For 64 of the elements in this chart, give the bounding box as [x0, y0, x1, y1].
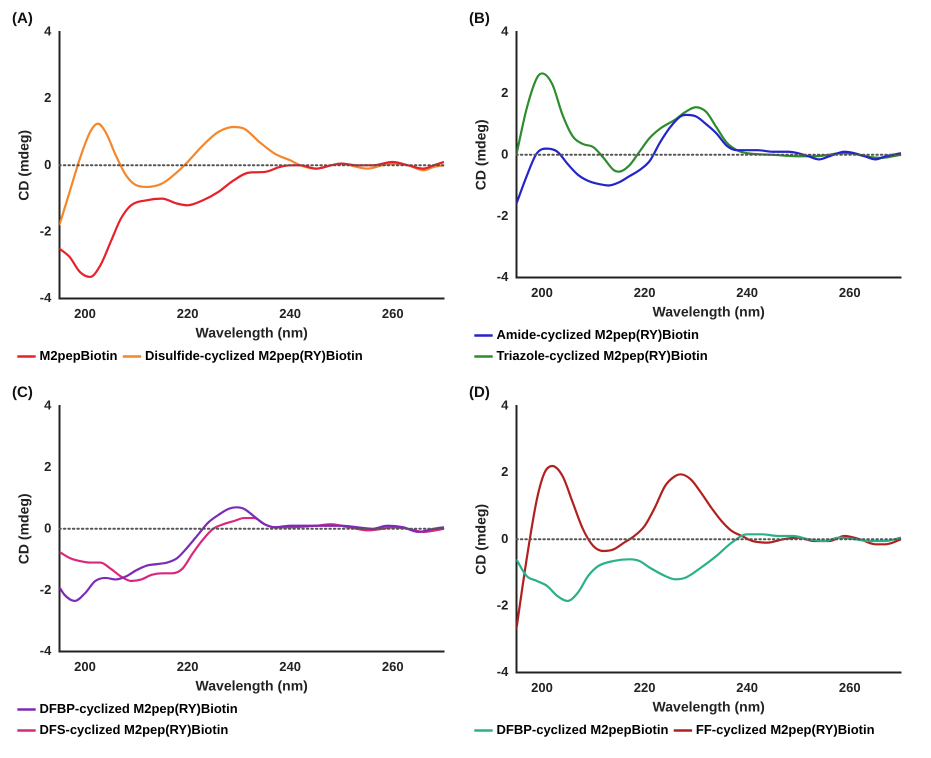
x-tick-label: 260	[382, 306, 404, 321]
legend-label: M2pepBiotin	[40, 348, 118, 364]
y-tick-label: 4	[44, 24, 52, 39]
y-tick-label: 2	[501, 464, 508, 480]
x-axis-title: Wavelength (nm)	[652, 698, 765, 714]
line-series	[516, 72, 901, 173]
y-tick-label: 0	[44, 520, 52, 536]
legend-label: Disulfide-cyclized M2pep(RY)Biotin	[144, 348, 363, 364]
legend-label: Triazole-cyclized M2pep(RY)Biotin	[496, 348, 708, 364]
line-series	[59, 506, 444, 602]
x-axis-title: Wavelength (nm)	[652, 303, 765, 320]
x-tick-label: 260	[382, 658, 404, 674]
x-tick-label: 200	[531, 284, 553, 300]
y-axis-title: CD (mdeg)	[15, 130, 32, 201]
y-tick-label: -2	[40, 582, 52, 597]
x-tick-label: 260	[838, 284, 861, 300]
y-tick-label: -4	[40, 643, 52, 658]
line-series	[516, 533, 901, 602]
line-series	[59, 122, 444, 226]
chart-title: (D)	[469, 384, 490, 402]
x-axis-title: Wavelength (nm)	[196, 324, 308, 340]
chart-title: (A)	[12, 10, 33, 28]
legend-label: Amide-cyclized M2pep(RY)Biotin	[496, 327, 700, 342]
y-tick-label: 0	[501, 530, 508, 546]
y-tick-label: -4	[496, 269, 510, 284]
x-tick-label: 220	[176, 306, 198, 321]
y-axis-title: CD (mdeg)	[15, 493, 32, 564]
legend-label: FF-cyclized M2pep(RY)Biotin	[696, 722, 875, 738]
y-tick-label: 4	[501, 24, 510, 39]
y-tick-label: -2	[496, 598, 508, 613]
x-axis-title: Wavelength (nm)	[196, 677, 308, 694]
line-series	[516, 464, 901, 630]
line-series	[59, 160, 444, 278]
y-tick-label: 0	[44, 156, 52, 172]
y-tick-label: 4	[501, 398, 510, 413]
x-tick-label: 240	[736, 680, 758, 695]
x-tick-label: 220	[176, 658, 198, 674]
legend-label: DFBP-cyclized M2pep(RY)Biotin	[40, 701, 238, 716]
y-tick-label: -2	[496, 208, 508, 223]
x-tick-label: 240	[279, 658, 301, 674]
y-tick-label: 2	[44, 90, 52, 106]
y-tick-label: 4	[44, 398, 52, 413]
x-tick-label: 220	[634, 680, 656, 695]
y-axis-title: CD (mdeg)	[472, 504, 488, 575]
legend-label: DFBP-cyclized M2pepBiotin	[496, 722, 668, 738]
y-tick-label: -2	[40, 224, 52, 239]
x-tick-label: 220	[634, 284, 656, 300]
chart-title: (B)	[469, 10, 490, 28]
y-axis-title: CD (mdeg)	[472, 119, 488, 190]
legend-label: DFS-cyclized M2pep(RY)Biotin	[40, 722, 228, 738]
line-series	[59, 516, 444, 582]
y-tick-label: 2	[501, 84, 508, 100]
line-series	[516, 114, 901, 206]
y-tick-label: -4	[40, 290, 52, 306]
x-tick-label: 260	[838, 680, 861, 695]
x-tick-label: 200	[74, 658, 96, 674]
x-tick-label: 240	[736, 284, 758, 300]
y-tick-label: 2	[44, 458, 52, 474]
chart-title: (C)	[12, 384, 33, 402]
x-tick-label: 200	[74, 306, 96, 321]
x-tick-label: 240	[279, 306, 301, 321]
y-tick-label: -4	[496, 664, 510, 680]
x-tick-label: 200	[531, 680, 553, 695]
y-tick-label: 0	[501, 146, 508, 162]
